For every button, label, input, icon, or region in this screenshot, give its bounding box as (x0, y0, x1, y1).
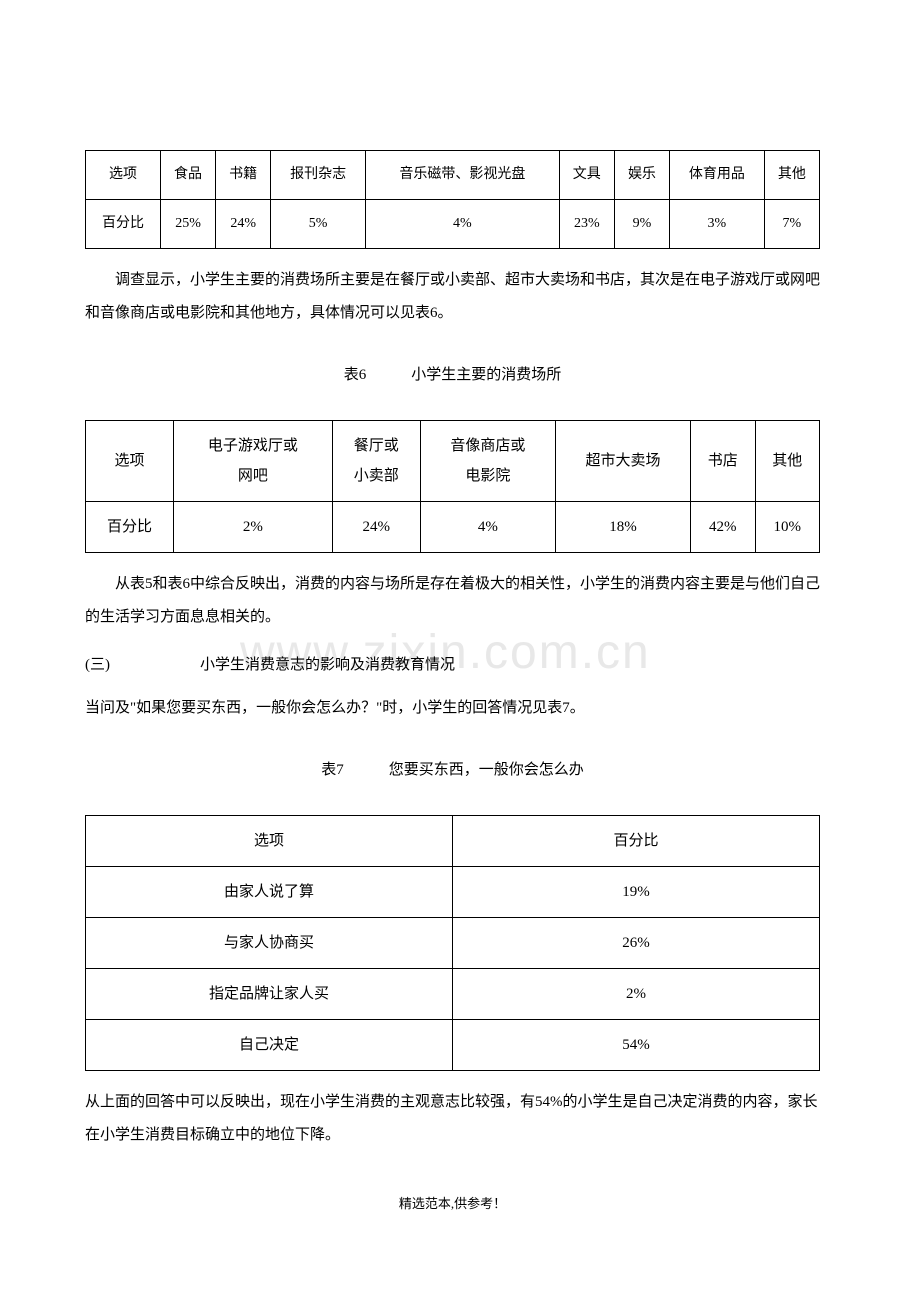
table-row: 百分比 2% 24% 4% 18% 42% 10% (86, 502, 820, 553)
cell-header: 选项 (86, 816, 453, 867)
table-6: 选项 电子游戏厅或网吧 餐厅或小卖部 音像商店或电影院 超市大卖场 书店 其他 … (85, 420, 820, 553)
cell-value: 3% (670, 200, 765, 249)
cell-text: 餐厅或小卖部 (354, 438, 399, 484)
footer-text: 精选范本,供参考！ (85, 1192, 820, 1215)
cell-value: 54% (453, 1020, 820, 1071)
caption-table-6: 表6 小学生主要的消费场所 (85, 360, 820, 390)
cell-header: 书店 (691, 421, 755, 502)
cell-value: 18% (555, 502, 690, 553)
caption-table-7: 表7 您要买东西，一般你会怎么办 (85, 755, 820, 785)
cell-value: 10% (755, 502, 820, 553)
cell-option: 由家人说了算 (86, 867, 453, 918)
cell-value: 2% (453, 969, 820, 1020)
table-row: 指定品牌让家人买 2% (86, 969, 820, 1020)
paragraph-1: 调查显示，小学生主要的消费场所主要是在餐厅或小卖部、超市大卖场和书店，其次是在电… (85, 264, 820, 330)
cell-header: 报刊杂志 (271, 151, 366, 200)
cell-header: 百分比 (453, 816, 820, 867)
cell-value: 9% (614, 200, 669, 249)
cell-option: 与家人协商买 (86, 918, 453, 969)
cell-option: 自己决定 (86, 1020, 453, 1071)
cell-value: 26% (453, 918, 820, 969)
table-5: 选项 食品 书籍 报刊杂志 音乐磁带、影视光盘 文具 娱乐 体育用品 其他 百分… (85, 150, 820, 249)
paragraph-3: 当问及"如果您要买东西，一般你会怎么办？"时，小学生的回答情况见表7。 (85, 692, 820, 725)
table-row: 选项 食品 书籍 报刊杂志 音乐磁带、影视光盘 文具 娱乐 体育用品 其他 (86, 151, 820, 200)
cell-label: 百分比 (86, 200, 161, 249)
cell-header: 电子游戏厅或网吧 (174, 421, 333, 502)
cell-text: 音乐磁带、影视光盘 (399, 161, 525, 189)
cell-header: 娱乐 (614, 151, 669, 200)
cell-value: 23% (559, 200, 614, 249)
cell-header: 书籍 (216, 151, 271, 200)
table-row: 由家人说了算 19% (86, 867, 820, 918)
paragraph-2: 从表5和表6中综合反映出，消费的内容与场所是存在着极大的相关性，小学生的消费内容… (85, 568, 820, 634)
table-row: 与家人协商买 26% (86, 918, 820, 969)
cell-value: 42% (691, 502, 755, 553)
table-row: 百分比 25% 24% 5% 4% 23% 9% 3% 7% (86, 200, 820, 249)
cell-value: 19% (453, 867, 820, 918)
cell-value: 4% (365, 200, 559, 249)
cell-header: 体育用品 (670, 151, 765, 200)
cell-value: 2% (174, 502, 333, 553)
table-row: 选项 百分比 (86, 816, 820, 867)
cell-value: 4% (420, 502, 555, 553)
cell-header: 超市大卖场 (555, 421, 690, 502)
cell-value: 24% (216, 200, 271, 249)
cell-header: 选项 (86, 151, 161, 200)
table-7: 选项 百分比 由家人说了算 19% 与家人协商买 26% 指定品牌让家人买 2%… (85, 815, 820, 1071)
cell-header: 餐厅或小卖部 (332, 421, 420, 502)
cell-label: 百分比 (86, 502, 174, 553)
cell-header: 音像商店或电影院 (420, 421, 555, 502)
cell-text: 电子游戏厅或网吧 (208, 438, 298, 484)
cell-header: 食品 (160, 151, 215, 200)
cell-value: 24% (332, 502, 420, 553)
cell-text: 音像商店或电影院 (450, 438, 525, 484)
cell-text: 报刊杂志 (290, 161, 346, 189)
cell-header: 文具 (559, 151, 614, 200)
cell-header: 其他 (755, 421, 820, 502)
cell-header: 其他 (764, 151, 819, 200)
cell-option: 指定品牌让家人买 (86, 969, 453, 1020)
cell-header: 选项 (86, 421, 174, 502)
cell-header: 音乐磁带、影视光盘 (365, 151, 559, 200)
cell-value: 25% (160, 200, 215, 249)
section-heading-3: (三) 小学生消费意志的影响及消费教育情况 (85, 649, 820, 682)
cell-value: 5% (271, 200, 366, 249)
cell-value: 7% (764, 200, 819, 249)
table-row: 自己决定 54% (86, 1020, 820, 1071)
table-row: 选项 电子游戏厅或网吧 餐厅或小卖部 音像商店或电影院 超市大卖场 书店 其他 (86, 421, 820, 502)
paragraph-4: 从上面的回答中可以反映出，现在小学生消费的主观意志比较强，有54%的小学生是自己… (85, 1086, 820, 1152)
